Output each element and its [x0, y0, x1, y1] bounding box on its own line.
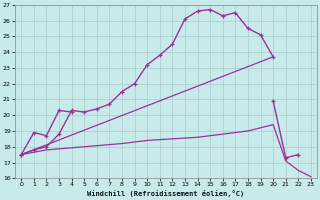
- X-axis label: Windchill (Refroidissement éolien,°C): Windchill (Refroidissement éolien,°C): [87, 190, 245, 197]
